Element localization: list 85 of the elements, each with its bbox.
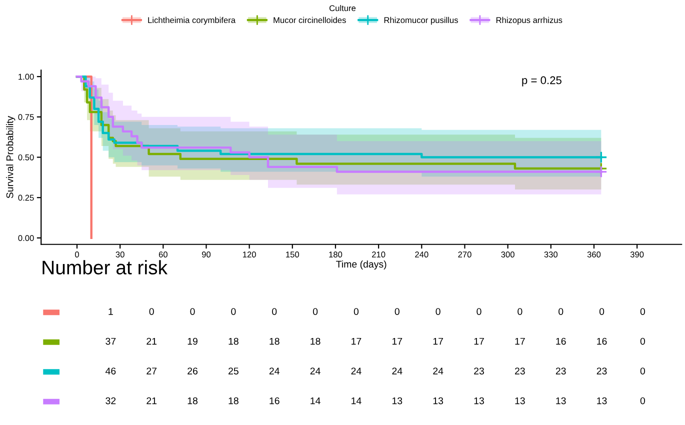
y-tick-label: 1.00 (18, 74, 34, 80)
data-label: 0 (640, 397, 646, 404)
data-label: 17 (392, 338, 402, 345)
data-label: 0 (436, 308, 440, 315)
x-tick-label: 150 (286, 252, 300, 258)
data-label: 0 (149, 308, 154, 315)
data-label: 14 (310, 397, 320, 404)
data-label: 13 (433, 397, 444, 404)
data-label: 0 (640, 368, 646, 374)
data-label: 18 (228, 338, 238, 345)
data-label: 32 (106, 397, 116, 404)
x-tick-label: 60 (158, 252, 168, 258)
data-label: 17 (352, 338, 362, 345)
data-label: 18 (188, 397, 198, 404)
data-label: 0 (354, 308, 359, 315)
y-tick-label: 0.75 (18, 114, 34, 120)
data-label: 27 (146, 368, 157, 374)
data-label: 16 (597, 338, 607, 345)
x-tick-label: 120 (243, 252, 256, 258)
data-label: 18 (228, 397, 238, 404)
x-tick-label: 30 (116, 252, 124, 258)
data-label: 16 (270, 397, 280, 404)
data-label: 13 (597, 397, 607, 404)
data-label: 21 (146, 397, 157, 404)
x-tick-label: 210 (372, 252, 386, 258)
data-label: 0 (190, 308, 195, 315)
x-tick-label: 360 (587, 252, 601, 258)
legend-label: Rhizopus arrhizus (496, 16, 562, 25)
data-label: 0 (599, 308, 604, 315)
x-tick-label: 270 (458, 252, 472, 258)
data-label: 24 (351, 368, 362, 374)
data-label: 26 (188, 368, 198, 374)
data-label: 0 (640, 308, 646, 315)
data-label: 13 (392, 397, 402, 404)
point (594, 151, 608, 164)
data-label: 23 (515, 368, 525, 374)
data-label: 18 (310, 338, 320, 345)
data-label: 0 (272, 308, 277, 315)
data-label: 0 (231, 308, 236, 315)
legend-label: Rhizomucor pusillus (384, 16, 458, 25)
x-tick-label: 300 (501, 252, 514, 258)
data-label: 17 (474, 338, 484, 345)
legend-label: Mucor circinelloides (274, 16, 346, 24)
data-label: 16 (556, 338, 566, 345)
data-label: 46 (105, 368, 116, 374)
data-label: 23 (556, 368, 566, 374)
data-label: 14 (352, 397, 362, 404)
data-label: 13 (515, 397, 525, 404)
x-tick-label: 90 (202, 252, 211, 258)
x-axis-title: Time (days) (336, 260, 386, 270)
data-label: 0 (640, 338, 646, 345)
y-tick-label: 0.50 (18, 154, 34, 160)
data-label: 23 (596, 368, 607, 374)
data-label: 13 (556, 397, 566, 404)
y-tick-label: 0.25 (18, 194, 34, 201)
y-axis-title: Survival Probability (6, 116, 16, 198)
legend-title: Culture (329, 5, 356, 12)
x-tick-label: 0 (75, 252, 79, 258)
data-label: 17 (433, 338, 443, 345)
y-tick-label: 0.00 (18, 235, 34, 242)
x-tick-label: 330 (544, 252, 558, 258)
data-label: 1 (108, 308, 113, 315)
data-label: 13 (474, 397, 484, 404)
data-label: 24 (433, 368, 444, 374)
data-label: 24 (310, 368, 320, 374)
x-tick-label: 390 (630, 252, 644, 258)
data-label: 25 (228, 368, 238, 374)
data-label: 17 (515, 338, 525, 345)
data-label: 24 (269, 368, 280, 374)
data-label: 0 (476, 308, 482, 315)
data-label: 19 (188, 338, 198, 345)
data-label: 18 (270, 338, 280, 345)
data-label: 23 (474, 368, 484, 374)
data-label: 37 (106, 338, 116, 345)
data-label: 21 (146, 338, 157, 345)
data-label: 0 (312, 308, 318, 315)
annotation: p = 0.25 (522, 76, 562, 86)
legend-label: Lichtheimia corymbifera (148, 16, 236, 25)
data-label: 0 (394, 308, 400, 315)
chart-title: Number at risk (42, 260, 168, 274)
x-tick-label: 240 (415, 252, 428, 258)
x-tick-label: 180 (329, 252, 342, 258)
data-label: 0 (558, 308, 564, 315)
data-label: 24 (392, 368, 402, 374)
data-label: 0 (518, 308, 522, 315)
